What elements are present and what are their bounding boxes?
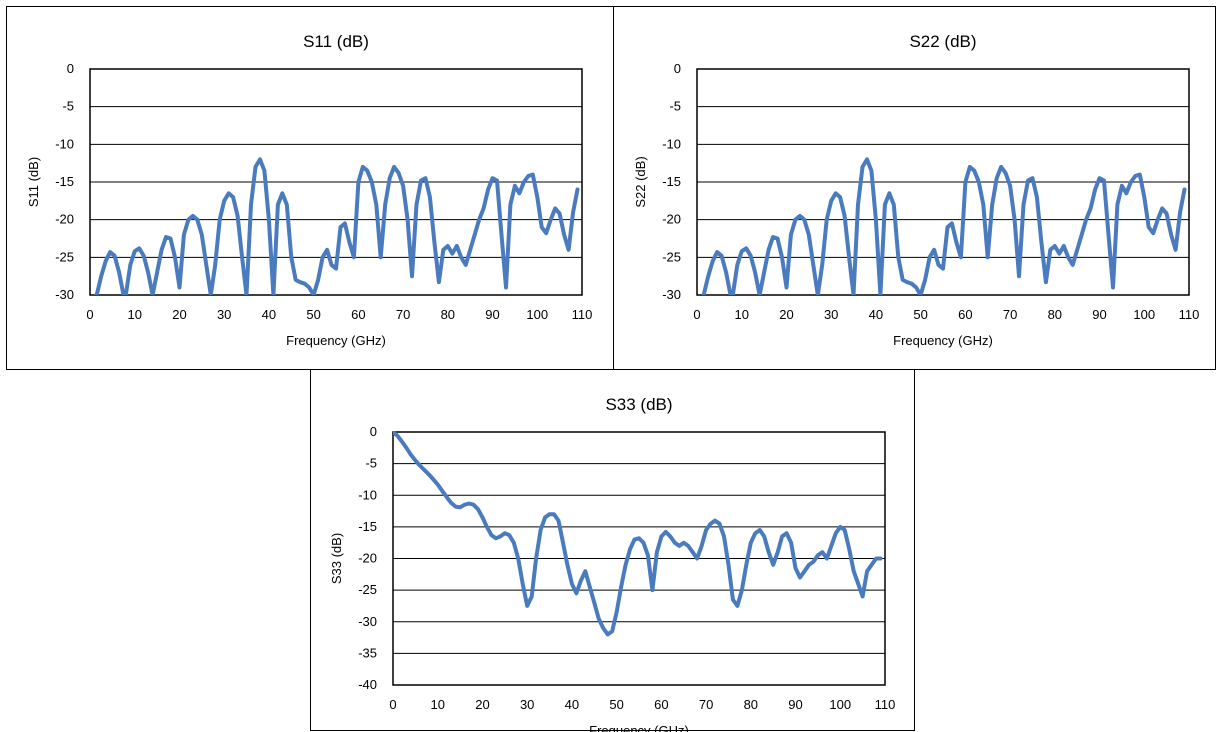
x-tick-label: 50 [913, 307, 927, 322]
chart-s22-panel: S22 (dB) 0 -5 -10 -15 -20 -25 -30 0 10 20 30 40 50 60 7… [613, 6, 1216, 370]
x-tick-label: 90 [1092, 307, 1106, 322]
x-tick-label: 100 [1133, 307, 1155, 322]
y-tick-label: -10 [662, 136, 681, 151]
x-tick-label: 0 [389, 697, 396, 712]
x-tick-label: 110 [572, 307, 593, 322]
y-axis-label: S22 (dB) [633, 156, 648, 207]
y-tick-label: -30 [662, 287, 681, 302]
x-tick-label: 50 [609, 697, 623, 712]
x-tick-label: 60 [351, 307, 365, 322]
y-tick-label: -10 [358, 487, 377, 502]
x-tick-label: 110 [1179, 307, 1200, 322]
series-line [94, 157, 580, 295]
x-tick-label: 10 [127, 307, 141, 322]
y-tick-label: -20 [55, 212, 74, 227]
chart-title: S33 (dB) [605, 395, 672, 414]
x-tick-label: 80 [1048, 307, 1062, 322]
x-tick-label: 30 [520, 697, 534, 712]
y-axis-label: S11 (dB) [26, 157, 41, 207]
x-tick-label: 40 [565, 697, 579, 712]
x-tick-label: 70 [699, 697, 713, 712]
chart-s11-panel: S11 (dB) 0 -5 -10 -15 -20 -25 -30 0 10 20 30 40 50 60 7… [6, 6, 614, 370]
y-tick-label: -20 [358, 551, 377, 566]
x-tick-label: 20 [172, 307, 186, 322]
x-axis-label: Frequency (GHz) [286, 333, 386, 348]
x-tick-label: 90 [788, 697, 802, 712]
y-tick-label: 0 [674, 61, 681, 76]
y-tick-label: -25 [55, 249, 74, 264]
y-tick-label: -40 [358, 677, 377, 692]
series-line [393, 431, 883, 637]
y-tick-label: -15 [55, 174, 74, 189]
x-tick-label: 90 [485, 307, 499, 322]
y-tick-label: 0 [67, 61, 74, 76]
x-tick-label: 30 [824, 307, 838, 322]
x-tick-label: 100 [526, 307, 548, 322]
chart-s11: S11 (dB) 0 -5 -10 -15 -20 -25 -30 0 10 20 30 40 50 60 7… [26, 32, 593, 348]
x-tick-label: 40 [869, 307, 883, 322]
y-tick-label: -15 [662, 174, 681, 189]
x-tick-label: 60 [654, 697, 668, 712]
x-tick-label: 0 [693, 307, 700, 322]
x-tick-label: 20 [475, 697, 489, 712]
x-tick-label: 60 [958, 307, 972, 322]
x-tick-label: 110 [875, 697, 896, 712]
y-tick-label: 0 [370, 424, 377, 439]
x-tick-label: 10 [430, 697, 444, 712]
x-tick-label: 10 [734, 307, 748, 322]
x-tick-label: 40 [262, 307, 276, 322]
x-axis-label: Frequency (GHz) [589, 723, 689, 732]
y-tick-label: -30 [55, 287, 74, 302]
chart-s22: S22 (dB) 0 -5 -10 -15 -20 -25 -30 0 10 20 30 40 50 60 7… [633, 32, 1200, 348]
chart-s33: S33 (dB) 0 -5 -10 -15 -20 -25 -30 -35 -40 0 10 20 30 4… [329, 395, 896, 732]
x-tick-label: 100 [829, 697, 851, 712]
x-tick-label: 80 [744, 697, 758, 712]
y-tick-label: -10 [55, 136, 74, 151]
y-tick-label: -15 [358, 519, 377, 534]
chart-s33-panel: S33 (dB) 0 -5 -10 -15 -20 -25 -30 -35 -40 0 10 20 30 4… [310, 369, 915, 732]
x-tick-label: 70 [396, 307, 410, 322]
y-tick-label: -35 [358, 645, 377, 660]
y-tick-label: -25 [662, 249, 681, 264]
x-tick-label: 0 [86, 307, 93, 322]
y-tick-label: -5 [365, 456, 377, 471]
series-line [701, 157, 1187, 295]
y-tick-label: -20 [662, 212, 681, 227]
y-tick-label: -5 [62, 99, 74, 114]
chart-title: S22 (dB) [909, 32, 976, 51]
x-tick-label: 20 [779, 307, 793, 322]
x-tick-label: 80 [441, 307, 455, 322]
x-axis-label: Frequency (GHz) [893, 333, 993, 348]
y-tick-label: -5 [669, 99, 681, 114]
x-tick-label: 70 [1003, 307, 1017, 322]
y-tick-label: -25 [358, 582, 377, 597]
y-axis-label: S33 (dB) [329, 533, 344, 584]
x-tick-label: 50 [306, 307, 320, 322]
x-tick-label: 30 [217, 307, 231, 322]
chart-title: S11 (dB) [303, 32, 369, 51]
y-tick-label: -30 [358, 614, 377, 629]
